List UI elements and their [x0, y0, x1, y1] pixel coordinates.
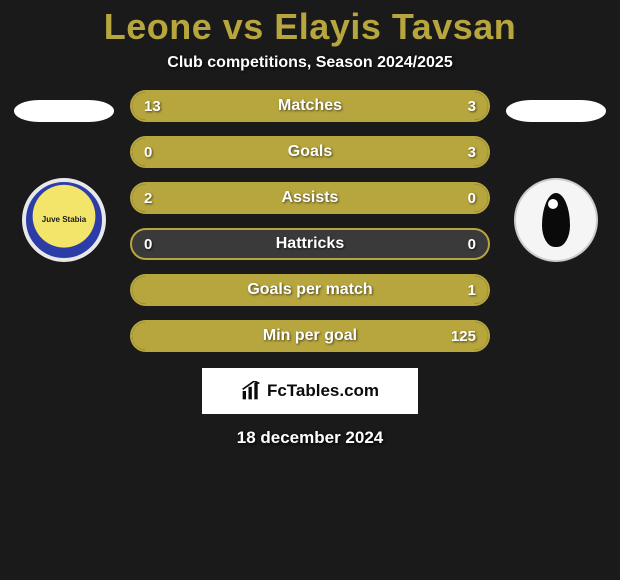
stat-label: Assists	[132, 184, 488, 212]
left-club-badge: Juve Stabia	[22, 178, 106, 262]
left-club-badge-label: Juve Stabia	[42, 216, 86, 225]
source-badge[interactable]: FcTables.com	[202, 368, 418, 414]
right-club-badge	[514, 178, 598, 262]
stat-label: Goals per match	[132, 276, 488, 304]
left-slot-shape	[14, 100, 114, 122]
comparison-card: Leone vs Elayis Tavsan Club competitions…	[0, 0, 620, 580]
stat-right-value: 1	[468, 276, 476, 304]
stat-label: Goals	[132, 138, 488, 166]
stat-label: Matches	[132, 92, 488, 120]
seahorse-icon	[542, 193, 570, 247]
chart-icon	[241, 381, 261, 401]
stat-right-value: 3	[468, 138, 476, 166]
stat-bar-goals-per-match: Goals per match 1	[130, 274, 490, 306]
left-side: Juve Stabia	[14, 90, 114, 262]
page-subtitle: Club competitions, Season 2024/2025	[0, 54, 620, 72]
stat-bar-matches: 13 Matches 3	[130, 90, 490, 122]
source-label: FcTables.com	[267, 381, 379, 401]
stat-bar-min-per-goal: Min per goal 125	[130, 320, 490, 352]
stat-right-value: 3	[468, 92, 476, 120]
stat-right-value: 0	[468, 230, 476, 258]
page-title: Leone vs Elayis Tavsan	[0, 6, 620, 48]
right-slot-shape	[506, 100, 606, 122]
main-row: Juve Stabia 13 Matches 3 0 Goals 3	[0, 90, 620, 352]
stat-right-value: 125	[451, 322, 476, 350]
stat-bar-hattricks: 0 Hattricks 0	[130, 228, 490, 260]
stat-bars: 13 Matches 3 0 Goals 3 2 Assists 0	[130, 90, 490, 352]
stat-label: Hattricks	[132, 230, 488, 258]
stat-label: Min per goal	[132, 322, 488, 350]
stat-bar-goals: 0 Goals 3	[130, 136, 490, 168]
right-side	[506, 90, 606, 262]
stat-right-value: 0	[468, 184, 476, 212]
date-label: 18 december 2024	[0, 428, 620, 448]
stat-bar-assists: 2 Assists 0	[130, 182, 490, 214]
